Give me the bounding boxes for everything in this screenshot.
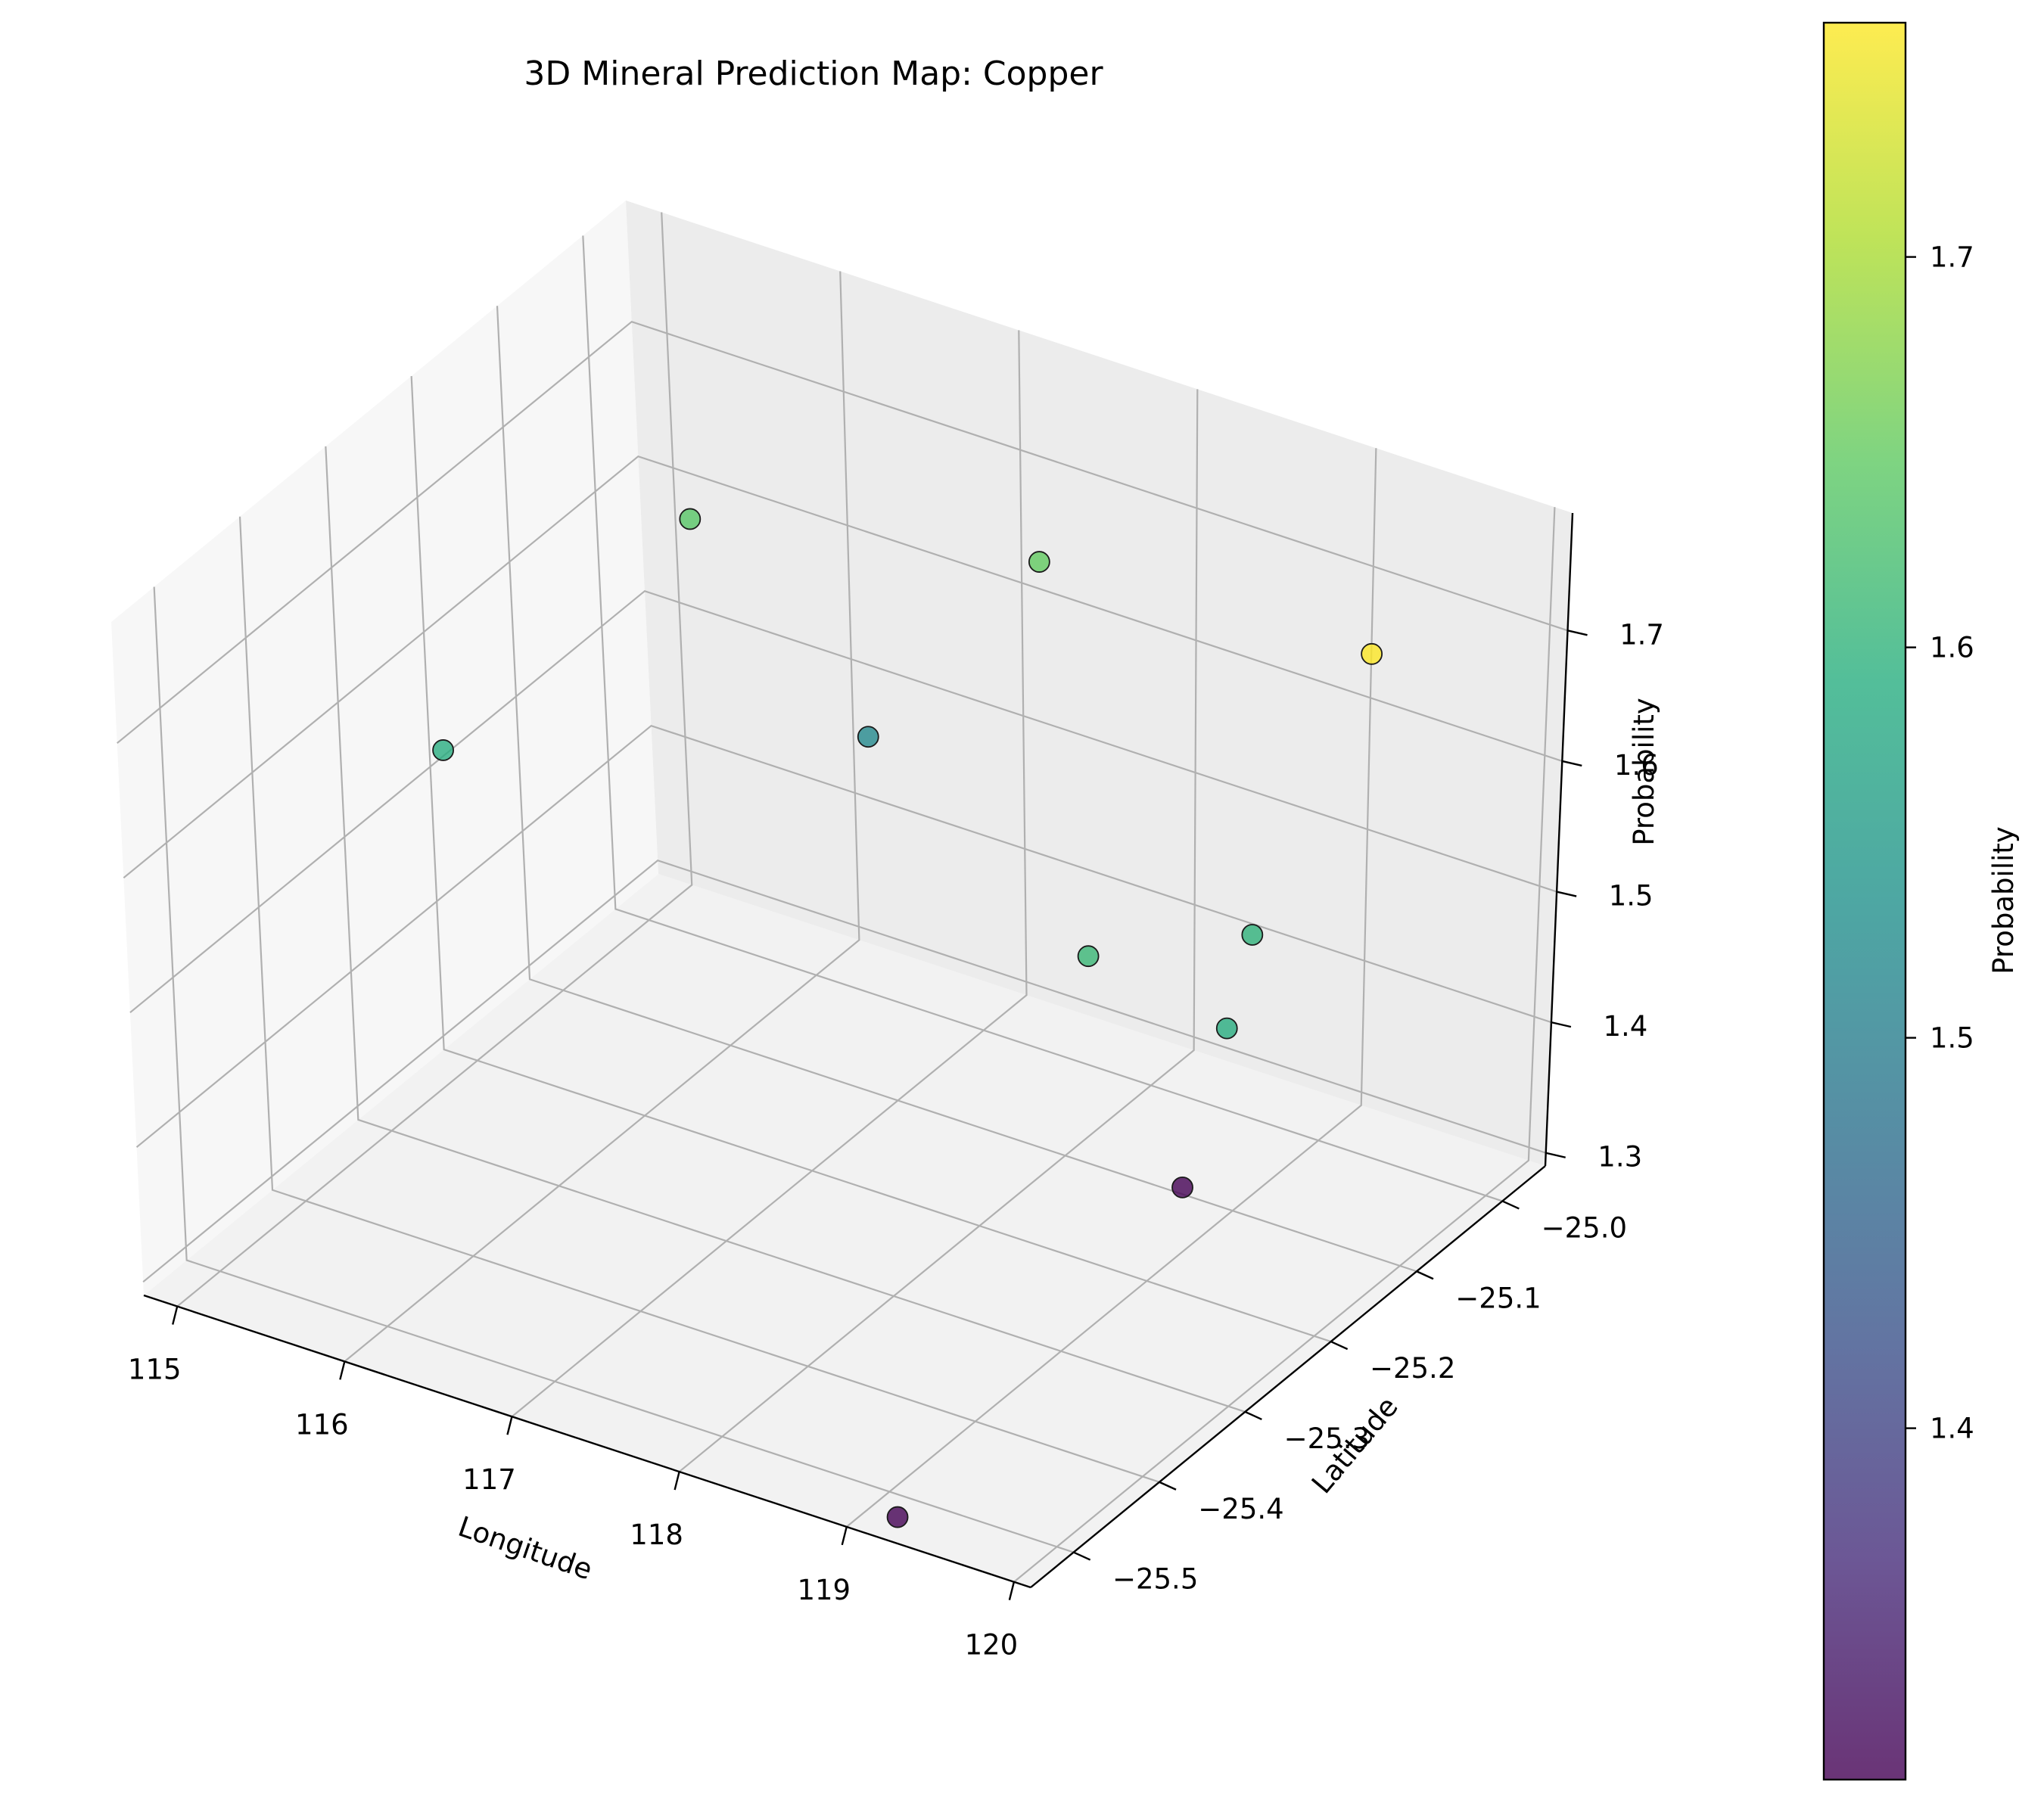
x-tick-label: 118 [630,1519,683,1551]
grid-line-z [142,859,1547,1283]
axis-panes [111,201,1573,1587]
y-tick-label: −25.0 [1542,1211,1627,1244]
x-tick [172,1306,179,1325]
grid-line-y [238,516,1160,1483]
y-tick [1159,1481,1177,1491]
data-point [1028,551,1050,573]
grid-line-x [678,389,1199,1472]
x-tick-label: 115 [128,1354,182,1386]
y-tick-label: −25.2 [1370,1352,1455,1385]
colorbar: 1.4 1.5 1.6 1.7 [1822,21,1974,1781]
y-tick [1416,1270,1434,1280]
axis-lines: 115 116 117 118 119 120 −25.0 −25.1 −25.2 −25.3 −2… [128,512,1664,1662]
grid-line-z [123,455,1563,879]
chart-title: 3D Mineral Prediction Map: Copper [524,54,1103,93]
grid-line-y [153,586,1075,1553]
grid-line-z [135,724,1552,1149]
z-tick [1545,1152,1566,1158]
x-tick [1008,1581,1016,1601]
data-point [886,1506,909,1528]
data-points [432,508,1383,1528]
z-tick [1562,760,1582,767]
x-tick [674,1471,680,1491]
grid-line-y [325,446,1246,1413]
floor-pane [144,874,1545,1587]
grid-line-z [117,320,1568,745]
y-tick-label: −25.3 [1284,1422,1370,1455]
grid-line-x [176,212,693,1307]
grid-line-y [496,306,1417,1273]
x-axis-label: Longitude [454,1510,596,1587]
y-tick [1073,1551,1091,1561]
z-tick-label: 1.4 [1603,1010,1647,1043]
x-tick [841,1526,848,1546]
y-axis-line [1030,1165,1546,1588]
z-axis-label: Probability [1628,698,1660,846]
grid-line-x [846,448,1377,1528]
x-tick-label: 119 [797,1574,851,1606]
x-tick [339,1361,346,1380]
x-tick [506,1416,513,1435]
data-point [857,726,879,748]
z-tick-label: 1.5 [1609,880,1654,912]
colorbar-bar [1822,21,1907,1781]
data-point [1241,924,1264,946]
data-point [1077,945,1100,968]
y-tick-label: −25.5 [1112,1563,1198,1596]
grid-line-z [129,589,1557,1014]
colorbar-tick-label: 1.7 [1930,241,1974,274]
x-tick-label: 117 [462,1463,516,1496]
z-tick [1567,630,1588,636]
grid-line-x [511,330,1028,1418]
grid-line-x [344,271,860,1363]
y-tick-label: −25.4 [1198,1493,1283,1525]
z-tick [1551,1021,1572,1028]
grid-line-y [410,376,1332,1343]
y-tick [1244,1410,1262,1421]
grid-lines [117,212,1568,1583]
z-axis-line [1544,512,1574,1167]
x-tick-label: 116 [295,1408,349,1441]
z-tick-label: 1.6 [1614,749,1659,782]
y-tick-label: −25.1 [1455,1282,1541,1314]
data-point [679,508,702,530]
left-pane [111,201,658,1295]
colorbar-label: Probability [1987,826,2020,975]
data-point [1171,1176,1193,1199]
z-tick [1556,891,1577,897]
back-pane [626,201,1573,1166]
y-tick [1501,1200,1520,1210]
z-tick-label: 1.7 [1619,618,1664,651]
x-axis-line [143,1294,1031,1589]
grid-line-x [1013,507,1556,1583]
x-tick-label: 120 [965,1629,1019,1662]
data-point [432,739,454,761]
data-point [1361,642,1383,665]
colorbar-tick-label: 1.4 [1930,1413,1974,1445]
data-point [1215,1017,1238,1040]
colorbar-tick-label: 1.6 [1930,632,1974,664]
colorbar-tick-label: 1.5 [1930,1022,1974,1055]
grid-line-y [582,235,1503,1202]
z-tick-label: 1.3 [1598,1141,1642,1174]
y-tick [1330,1340,1349,1351]
